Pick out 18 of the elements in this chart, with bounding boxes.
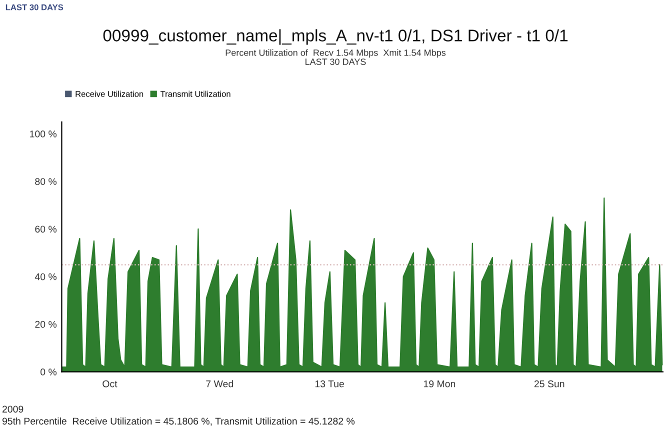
chart-subtitle: Percent Utilization of Recv 1.54 Mbps Xmit 1.54 Mbps LAST 30 DAYS [226,49,446,65]
legend-label: Transmit Utilization [160,90,230,97]
x-tick-label: 13 Tue [315,380,344,388]
text: 95th Percentile Receive Utilization = 45.1806 %, Transmit Utilization = 45.1282 % [2,417,355,426]
y-tick-label: 40 % [34,273,57,280]
x-tick-label: 19 Mon [424,380,456,388]
y-tick-label: 60 % [35,226,57,233]
x-tick-label: 25 Sun [534,380,564,388]
chart-title: 00999_customer_name|_mpls_A_nv-t1 0/1, DS1 Driver - t1 0/1 [103,29,568,45]
y-tick-label: 20 % [35,320,57,328]
text: LAST 30 DAYS [6,4,64,10]
legend-label: Receive Utilization [76,90,144,97]
x-tick-label: 7 Wed [206,380,233,388]
y-tick-label: 100 % [30,130,57,138]
x-tick-label: Oct [102,380,118,388]
text: 2009 [2,406,24,413]
y-tick-label: 0 % [40,368,57,376]
y-tick-label: 80 % [35,178,57,186]
